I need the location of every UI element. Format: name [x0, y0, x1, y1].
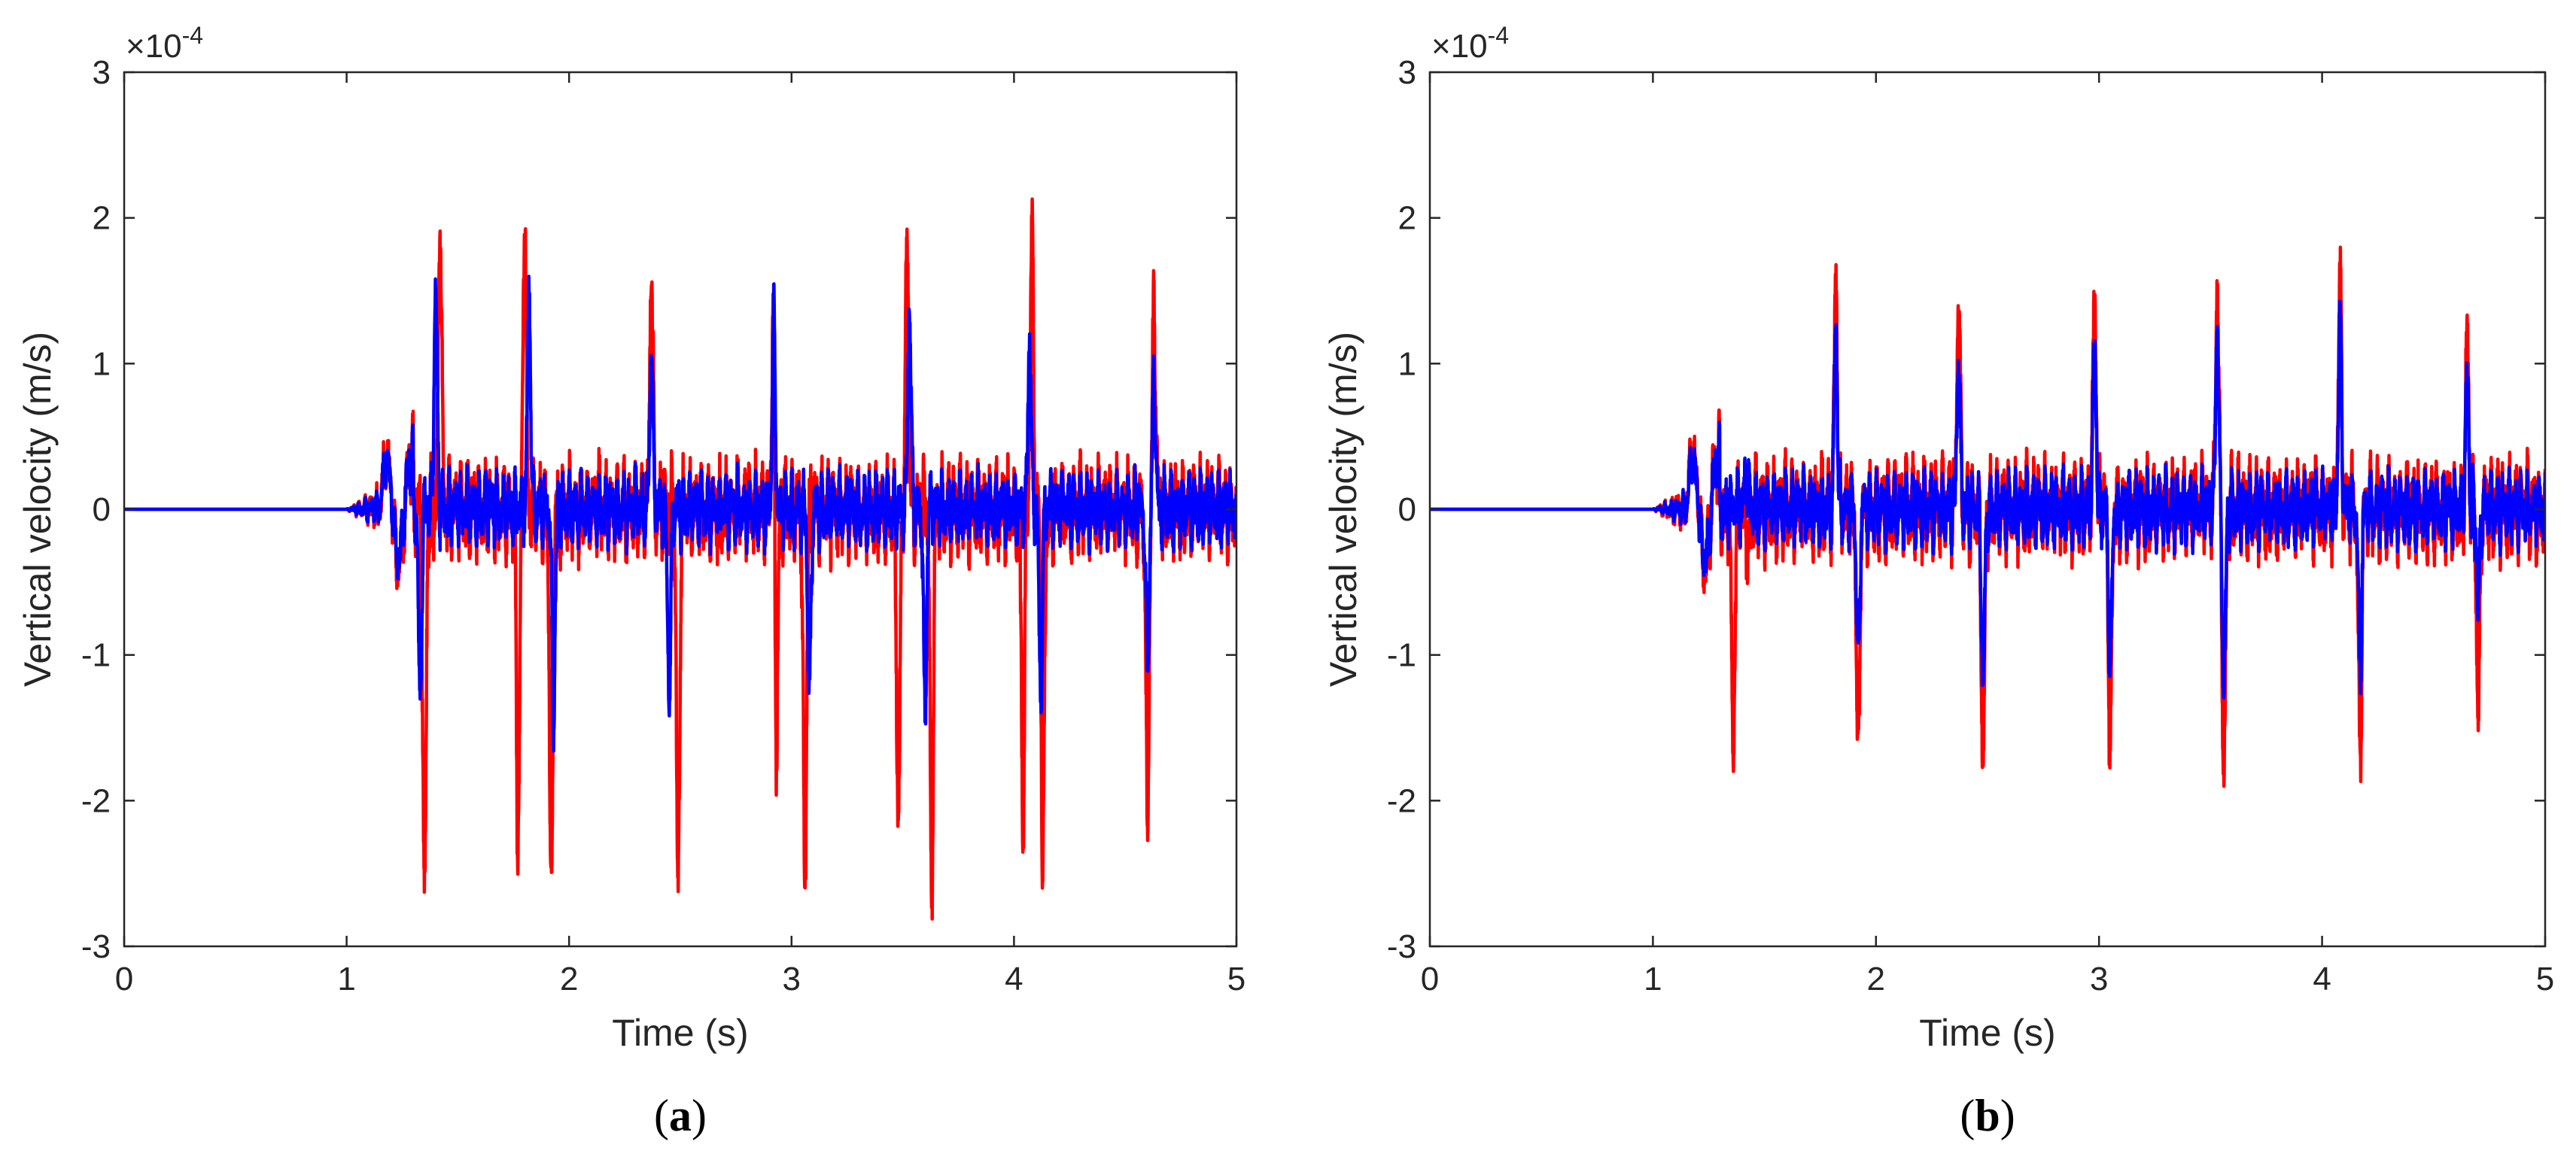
y-tick-label: -3 [1387, 928, 1416, 965]
y-exponent-label: ×10-4 [126, 22, 203, 65]
y-tick-label: -3 [81, 928, 111, 965]
trace-layer [1430, 245, 2545, 788]
x-axis-title: Time (s) [1919, 1012, 2055, 1054]
x-tick-label: 1 [1644, 961, 1662, 997]
y-axis-title: Vertical velocity (m/s) [17, 332, 59, 687]
y-exponent-base: ×10 [126, 28, 182, 65]
x-tick-label: 0 [115, 961, 133, 997]
y-tick-label: -1 [81, 637, 111, 674]
panel-label: (a) [654, 1091, 707, 1140]
y-tick-label: 2 [93, 200, 111, 237]
y-tick-label: 0 [93, 491, 111, 528]
chart-panel-b: 0 1 2 3 4 5 -3 -2 -1 0 1 2 3 Time (s) Vertical veloc… [1322, 22, 2554, 1140]
x-tick-label: 3 [2090, 961, 2108, 997]
y-tick-label: 2 [1398, 200, 1416, 237]
y-tick-label: 3 [93, 54, 111, 91]
series-line-red [124, 197, 1236, 921]
trace-layer [124, 197, 1236, 921]
tick-layer: 0 1 2 3 4 5 -3 -2 -1 0 1 2 3 [1387, 54, 2554, 997]
x-tick-label: 2 [1867, 961, 1885, 997]
y-tick-label: 3 [1398, 54, 1416, 91]
y-tick-label: 1 [93, 345, 111, 382]
x-tick-label: 1 [337, 961, 355, 997]
y-exponent-power: -4 [1488, 22, 1509, 49]
x-tick-label: 3 [783, 961, 801, 997]
y-tick-label: 1 [1398, 345, 1416, 382]
y-exponent-label: ×10-4 [1431, 22, 1509, 65]
x-tick-label: 0 [1421, 961, 1439, 997]
series-line-blue [1430, 299, 2545, 700]
panel-label: (b) [1960, 1091, 2015, 1140]
y-exponent-base: ×10 [1431, 28, 1488, 65]
y-exponent-power: -4 [182, 22, 203, 49]
y-tick-label: -2 [1387, 782, 1416, 819]
x-tick-label: 5 [2536, 961, 2554, 997]
x-tick-label: 2 [560, 961, 578, 997]
y-tick-label: -1 [1387, 637, 1416, 674]
panel-label-letter: b [1975, 1091, 2000, 1140]
x-tick-label: 4 [2313, 961, 2331, 997]
x-tick-label: 4 [1005, 961, 1023, 997]
x-axis-title: Time (s) [612, 1012, 748, 1054]
x-tick-label: 5 [1227, 961, 1245, 997]
panel-label-letter: a [669, 1091, 692, 1140]
y-tick-label: 0 [1398, 491, 1416, 528]
tick-layer: 0 1 2 3 4 5 -3 -2 -1 0 1 2 3 [81, 54, 1245, 997]
y-axis-title: Vertical velocity (m/s) [1322, 332, 1364, 687]
series-line-blue [124, 275, 1236, 753]
y-tick-label: -2 [81, 782, 111, 819]
chart-panel-a: 0 1 2 3 4 5 -3 -2 -1 0 1 2 3 Time (s) Vertical veloc… [17, 22, 1245, 1140]
